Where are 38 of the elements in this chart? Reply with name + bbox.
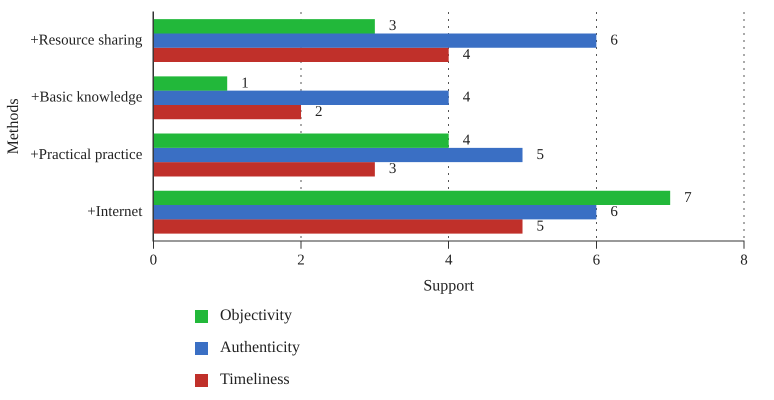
data-label: 4 <box>462 90 471 106</box>
data-label: 6 <box>610 32 618 49</box>
bar <box>154 48 449 62</box>
y-tick-label: +Practical practice <box>30 146 143 163</box>
data-label: 1 <box>241 75 249 92</box>
bar <box>154 134 449 148</box>
x-tick-label: 2 <box>297 252 305 269</box>
bar <box>154 76 228 91</box>
data-label: 4 <box>462 46 471 63</box>
x-axis-title: Support <box>423 278 475 295</box>
data-label: 3 <box>388 161 396 178</box>
data-label: 2 <box>315 104 323 120</box>
x-tick-label: 4 <box>444 252 453 269</box>
legend-label: Objectivity <box>220 307 292 325</box>
bar <box>154 104 302 120</box>
data-label: 3 <box>388 18 396 34</box>
bar <box>154 162 375 176</box>
y-tick-label: +Internet <box>87 204 144 220</box>
bar <box>154 205 596 220</box>
legend-label: Authenticity <box>220 339 300 357</box>
data-label: 7 <box>684 190 692 206</box>
y-axis-title: Methods <box>4 98 22 154</box>
data-label: 4 <box>462 132 471 149</box>
data-label: 5 <box>536 146 544 163</box>
x-tick-label: 8 <box>740 252 748 269</box>
data-label: 6 <box>610 204 618 220</box>
data-label: 5 <box>536 218 544 234</box>
bar <box>154 19 375 34</box>
x-tick-label: 0 <box>150 252 158 269</box>
y-tick-label: +Basic knowledge <box>31 90 143 106</box>
y-tick-label: +Resource sharing <box>30 32 143 49</box>
bar <box>154 33 596 48</box>
bar <box>154 219 523 234</box>
legend-label: Timeliness <box>220 371 290 389</box>
bar <box>154 90 449 105</box>
bar <box>154 190 670 206</box>
bar <box>154 148 523 162</box>
x-tick-label: 6 <box>592 252 601 269</box>
